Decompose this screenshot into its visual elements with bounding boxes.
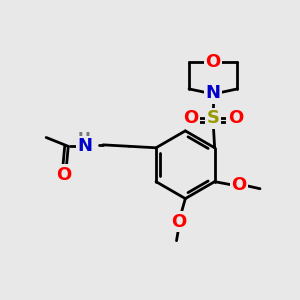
Text: O: O (206, 53, 221, 71)
Text: O: O (171, 212, 187, 230)
Text: N: N (77, 137, 92, 155)
Text: O: O (56, 166, 71, 184)
Text: O: O (184, 109, 199, 127)
Text: N: N (206, 84, 221, 102)
Text: O: O (228, 109, 243, 127)
Text: S: S (207, 109, 220, 127)
Text: H: H (78, 132, 91, 147)
Text: O: O (231, 176, 246, 194)
